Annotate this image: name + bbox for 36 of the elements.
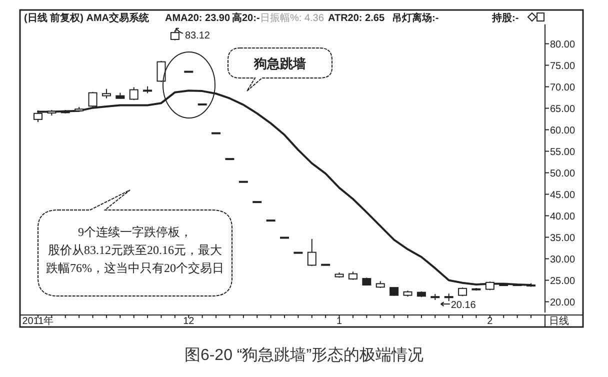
annotation: 跌幅76%，这当中只有20个交易日 [46, 261, 224, 275]
y-tick-label: 35.00 [550, 232, 576, 244]
y-tick-label: 70.00 [550, 82, 576, 94]
annotation: 股价从83.12元跌至20.16元，最大 [48, 243, 222, 257]
annotation: 20.16 [450, 300, 476, 312]
y-tick-label: 30.00 [550, 254, 576, 266]
text: 高20:- [232, 12, 260, 24]
annotation: 83.12 [184, 30, 210, 42]
chart-title: (日线 前复权) AMA交易系统 [24, 12, 150, 24]
text: 吊灯离场:- [392, 12, 439, 24]
candlestick [129, 86, 138, 101]
text: 持股:- [491, 12, 519, 24]
y-tick-label: 45.00 [550, 190, 576, 201]
x-tick-label: 12 [183, 316, 195, 327]
y-tick-label: 25.00 [550, 276, 576, 287]
text: ATR20: 2.65 [328, 13, 385, 24]
candlestick [307, 238, 316, 267]
y-tick-label: 55.00 [550, 146, 576, 158]
y-tick-label: 65.00 [550, 104, 576, 115]
y-tick-label: 40.00 [550, 211, 576, 222]
y-tick-label: 80.00 [550, 39, 576, 50]
y-tick-label: 50.00 [550, 168, 576, 180]
text: 日线 [549, 315, 569, 327]
y-tick-label: 60.00 [550, 125, 576, 136]
text: 日振幅%: 4.36 [260, 12, 324, 24]
y-tick-label: 75.00 [550, 60, 576, 72]
annotation: 狗急跳墙 [253, 56, 306, 71]
candlestick [170, 30, 180, 41]
caption: 图6-20 “狗急跳墙”形态的极端情况 [184, 346, 424, 364]
annotation: 9个连续一字跌停板， [78, 225, 192, 239]
text: AMA20: 23.90 [165, 13, 230, 24]
y-tick-label: 20.00 [550, 297, 576, 308]
x-tick-label: 2 [487, 316, 494, 327]
candlestick [156, 60, 166, 83]
candlestick [102, 88, 111, 99]
x-tick-label: 2011年 [22, 315, 54, 327]
